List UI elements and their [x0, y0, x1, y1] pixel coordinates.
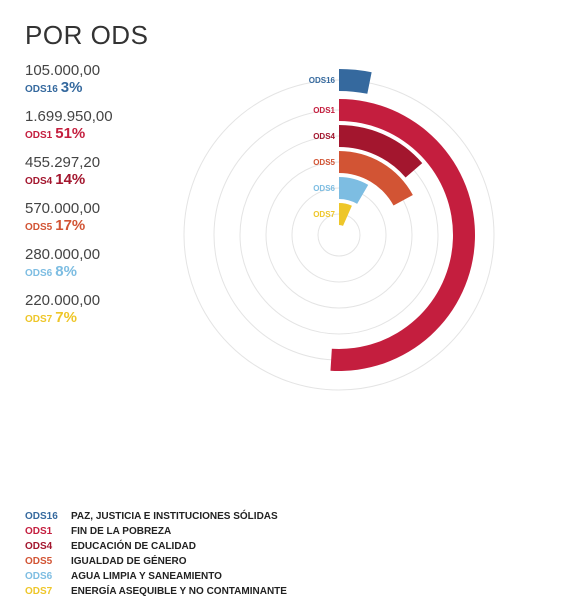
bar-ods6: [339, 177, 369, 204]
stat-code: ODS16: [25, 84, 58, 95]
legend-label: ENERGÍA ASEQUIBLE Y NO CONTAMINANTE: [71, 586, 287, 597]
bar-ods5: [339, 151, 413, 206]
radial-bar-chart: ODS16 ODS1 ODS4 ODS5 ODS6 ODS7: [183, 69, 495, 391]
legend-item-ods7: ODS7 ENERGÍA ASEQUIBLE Y NO CONTAMINANTE: [25, 582, 287, 597]
ring-label-ods7: ODS7: [313, 210, 335, 219]
stat-value: 220.000,00: [25, 292, 101, 309]
legend-label: AGUA LIMPIA Y SANEAMIENTO: [71, 571, 222, 582]
stat-value: 105.000,00: [25, 62, 101, 79]
stat-percent: 51%: [55, 125, 86, 142]
bar-ods4: [339, 125, 423, 178]
page-title: POR ODS: [25, 20, 149, 50]
ring-label-ods5: ODS5: [313, 158, 335, 167]
legend-code: ODS6: [25, 571, 53, 582]
ring-label-ods16: ODS16: [309, 76, 336, 85]
legend-code: ODS16: [25, 511, 58, 522]
stat-value: 455.297,20: [25, 154, 101, 171]
ring-label-ods4: ODS4: [313, 132, 335, 141]
stat-value: 570.000,00: [25, 200, 101, 217]
legend-item-ods4: ODS4 EDUCACIÓN DE CALIDAD: [25, 537, 287, 552]
legend-code: ODS4: [25, 541, 53, 552]
stat-ods4: 455.297,20 ODS4 14%: [25, 154, 195, 200]
stat-ods16: 105.000,00 ODS16 3%: [25, 62, 195, 108]
legend: ODS16 PAZ, JUSTICIA E INSTITUCIONES SÓLID…: [25, 507, 287, 597]
stat-percent: 3%: [60, 79, 83, 96]
legend-label: IGUALDAD DE GÉNERO: [71, 556, 187, 567]
bar-ods1: [330, 99, 476, 372]
stat-ods6: 280.000,00 ODS6 8%: [25, 246, 195, 292]
stat-percent: 17%: [55, 217, 86, 234]
bar-ods16: [339, 69, 372, 94]
ring-label-ods1: ODS1: [313, 106, 335, 115]
stat-code: ODS6: [25, 268, 53, 279]
legend-label: EDUCACIÓN DE CALIDAD: [71, 541, 196, 552]
legend-item-ods16: ODS16 PAZ, JUSTICIA E INSTITUCIONES SÓLID…: [25, 507, 287, 522]
legend-item-ods6: ODS6 AGUA LIMPIA Y SANEAMIENTO: [25, 567, 287, 582]
legend-label: PAZ, JUSTICIA E INSTITUCIONES SÓLIDAS: [71, 511, 278, 522]
legend-item-ods1: ODS1 FIN DE LA POBREZA: [25, 522, 287, 537]
stat-ods7: 220.000,00 ODS7 7%: [25, 292, 195, 338]
stat-ods1: 1.699.950,00 ODS1 51%: [25, 108, 195, 154]
legend-label: FIN DE LA POBREZA: [71, 526, 172, 537]
legend-code: ODS1: [25, 526, 53, 537]
legend-code: ODS5: [25, 556, 53, 567]
stat-code: ODS7: [25, 314, 53, 325]
stat-percent: 8%: [55, 263, 77, 280]
ring-label-ods6: ODS6: [313, 184, 335, 193]
stat-value: 1.699.950,00: [25, 108, 113, 125]
stat-code: ODS1: [25, 130, 53, 141]
stat-percent: 14%: [55, 171, 86, 188]
guide-ring: [291, 187, 387, 283]
stats-list: 105.000,00 ODS16 3% 1.699.950,00 ODS1 51% …: [25, 62, 195, 338]
stat-ods5: 570.000,00 ODS5 17%: [25, 200, 195, 246]
legend-code: ODS7: [25, 586, 53, 597]
stat-value: 280.000,00: [25, 246, 101, 263]
legend-item-ods5: ODS5 IGUALDAD DE GÉNERO: [25, 552, 287, 567]
stat-code: ODS5: [25, 222, 53, 233]
stat-code: ODS4: [25, 176, 53, 187]
bar-ods7: [339, 203, 352, 226]
stat-percent: 7%: [55, 309, 77, 326]
